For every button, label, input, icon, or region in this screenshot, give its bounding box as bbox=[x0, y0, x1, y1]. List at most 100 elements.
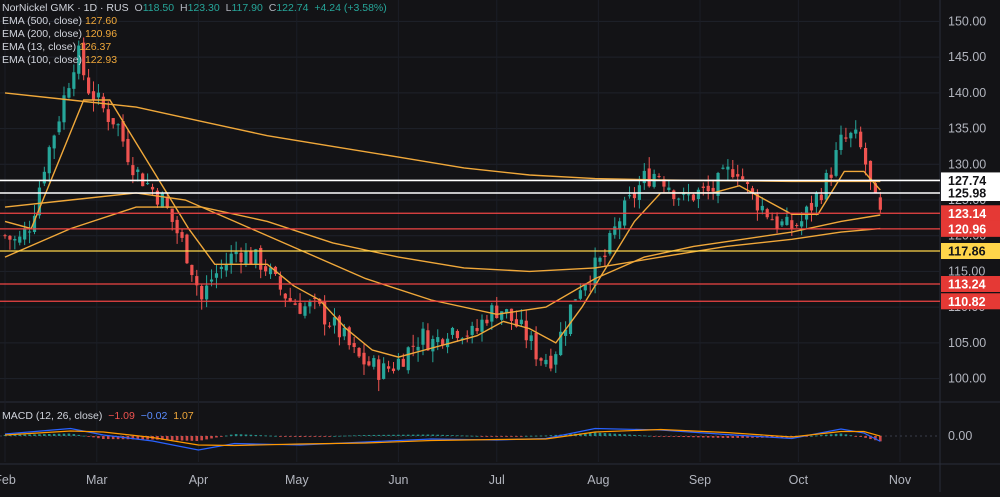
candle-body bbox=[436, 337, 440, 343]
candle-body bbox=[568, 304, 573, 335]
macd-histogram-bar bbox=[642, 435, 646, 437]
macd-histogram-bar bbox=[328, 436, 331, 437]
macd-histogram-bar bbox=[652, 436, 656, 437]
macd-histogram-bar bbox=[849, 435, 853, 437]
x-tick-label: Feb bbox=[0, 473, 16, 487]
macd-histogram-bar bbox=[426, 434, 430, 436]
indicator-label: EMA (100, close) bbox=[2, 54, 82, 66]
macd-histogram-bar bbox=[303, 436, 307, 437]
macd-histogram-bar bbox=[446, 435, 449, 436]
ema-line[interactable] bbox=[4, 206, 881, 273]
candle-body bbox=[455, 330, 460, 339]
candle-body bbox=[795, 225, 799, 227]
macd-histogram-bar bbox=[751, 436, 754, 438]
macd-histogram-bar bbox=[554, 434, 558, 436]
candle-body bbox=[219, 266, 223, 270]
candle-body bbox=[672, 190, 676, 200]
macd-histogram-bar bbox=[372, 434, 376, 436]
macd-histogram-bar bbox=[274, 435, 277, 437]
candle-body bbox=[844, 137, 848, 139]
candle-body bbox=[190, 264, 194, 276]
price-level-label: 120.96 bbox=[948, 222, 986, 236]
macd-histogram-bar bbox=[869, 436, 872, 440]
y-tick-label: 145.00 bbox=[948, 50, 986, 64]
open-value: 118.50 bbox=[142, 2, 175, 14]
candle-body bbox=[332, 317, 337, 326]
candle-body bbox=[308, 301, 312, 307]
close-label: C bbox=[268, 2, 277, 14]
y-tick-label: 130.00 bbox=[948, 157, 986, 171]
candle-body bbox=[564, 329, 568, 336]
candle-body bbox=[814, 193, 819, 207]
macd-histogram-bar bbox=[116, 436, 120, 440]
candle-body bbox=[613, 226, 617, 235]
macd-histogram-bar bbox=[618, 434, 621, 436]
candle-body bbox=[460, 338, 464, 340]
macd-histogram-bar bbox=[834, 433, 838, 436]
candle-body bbox=[268, 267, 273, 275]
macd-histogram-bar bbox=[239, 434, 243, 436]
macd-label: MACD (12, 26, close) bbox=[2, 410, 103, 422]
macd-histogram-bar bbox=[534, 435, 538, 437]
candle-body bbox=[32, 215, 37, 232]
ema-line[interactable] bbox=[4, 192, 881, 316]
indicator-ema-13[interactable]: EMA (13, close) 126.37 bbox=[2, 41, 114, 53]
candle-body bbox=[131, 165, 135, 176]
macd-histogram-bar bbox=[87, 436, 90, 437]
price-level-tag bbox=[941, 205, 1000, 222]
candle-body bbox=[106, 109, 110, 122]
candle-body bbox=[180, 232, 184, 238]
indicator-ema-100[interactable]: EMA (100, close) 122.93 bbox=[2, 54, 120, 66]
candle-body bbox=[254, 249, 258, 264]
macd-histogram-bar bbox=[146, 436, 149, 440]
candle-body bbox=[485, 319, 489, 324]
indicator-label: EMA (13, close) bbox=[2, 41, 77, 53]
candle-body bbox=[82, 42, 86, 76]
candle-body bbox=[500, 311, 504, 320]
candle-body bbox=[195, 276, 199, 286]
macd-histogram-bar bbox=[293, 436, 297, 437]
macd-histogram-bar bbox=[411, 434, 415, 436]
candle-body bbox=[603, 255, 607, 258]
candle-body bbox=[593, 257, 597, 286]
candle-body bbox=[809, 202, 814, 211]
macd-histogram-bar bbox=[879, 436, 882, 442]
indicator-ema-500[interactable]: EMA (500, close) 127.60 bbox=[2, 15, 120, 27]
indicator-value: 122.93 bbox=[84, 54, 118, 66]
x-tick-label: Jun bbox=[388, 473, 408, 487]
macd-histogram-bar bbox=[111, 436, 115, 440]
candle-body bbox=[667, 187, 671, 190]
price-level-tag bbox=[941, 185, 1000, 201]
candle-body bbox=[854, 129, 858, 134]
macd-histogram-bar bbox=[102, 436, 105, 439]
macd-histogram-bar bbox=[583, 433, 587, 436]
macd-histogram-bar bbox=[633, 434, 636, 436]
candle-body bbox=[450, 327, 455, 335]
indicator-ema-200[interactable]: EMA (200, close) 120.96 bbox=[2, 28, 120, 40]
macd-histogram-bar bbox=[229, 434, 233, 436]
macd-histogram-bar bbox=[490, 436, 494, 437]
candle-body bbox=[396, 358, 401, 370]
macd-histogram-bar bbox=[736, 436, 740, 438]
macd-histogram-bar bbox=[672, 436, 676, 437]
candle-body bbox=[185, 234, 189, 264]
ema-line[interactable] bbox=[4, 99, 881, 358]
y-tick-label: 100.00 bbox=[948, 372, 986, 386]
candle-body bbox=[8, 235, 12, 240]
macd-histogram-bar bbox=[495, 436, 499, 437]
macd-histogram-bar bbox=[549, 435, 553, 436]
macd-histogram-bar bbox=[839, 433, 843, 436]
high-label: H bbox=[179, 2, 188, 14]
price-level-tag bbox=[941, 243, 1000, 259]
macd-histogram-bar bbox=[638, 435, 641, 436]
macd-histogram-bar bbox=[357, 435, 361, 436]
macd-signal-line[interactable] bbox=[4, 428, 881, 447]
candle-body bbox=[627, 195, 632, 197]
indicator-macd[interactable]: MACD (12, 26, close) −1.09 −0.02 1.07 bbox=[2, 410, 197, 422]
symbol-name: NorNickel GMK · 1D · RUS bbox=[2, 2, 129, 14]
candle-body bbox=[632, 193, 637, 199]
candle-body bbox=[770, 219, 774, 221]
candle-body bbox=[495, 305, 499, 318]
